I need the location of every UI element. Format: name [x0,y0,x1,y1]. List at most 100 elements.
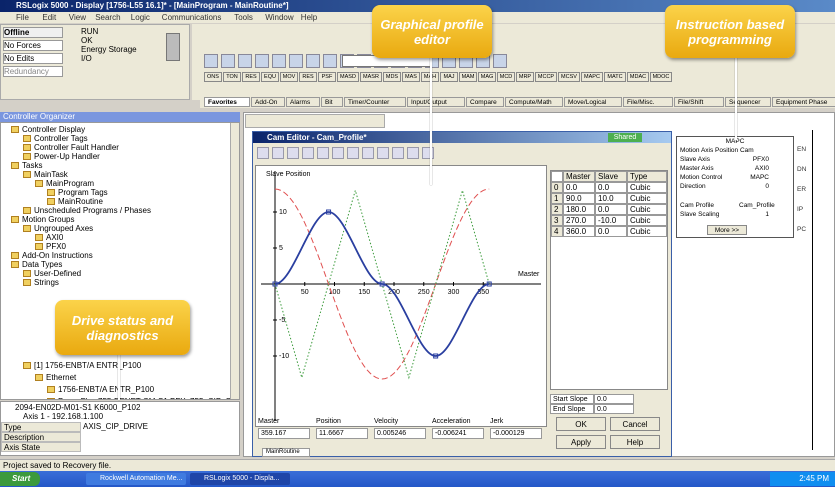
toolbar-icon[interactable] [238,54,252,68]
instruction-button[interactable]: ONS [204,72,222,82]
tree-item[interactable]: Program Tags [58,188,108,197]
table-cell[interactable]: 10.0 [595,193,627,204]
tree-item[interactable]: Strings [34,278,59,287]
table-cell[interactable]: 2 [551,204,563,215]
table-cell[interactable]: 180.0 [563,204,595,215]
instruction-button[interactable]: EQU [261,72,279,82]
menu-item[interactable]: Communications [161,13,222,22]
table-cell[interactable]: 360.0 [563,226,595,237]
slope-value[interactable]: 0.0 [594,404,634,414]
instruction-button[interactable]: MDOC [650,72,672,82]
instruction-tab[interactable]: Favorites [204,97,250,107]
tree-item[interactable]: PFX0 [46,242,67,251]
instruction-tab[interactable]: Timer/Counter [344,97,406,107]
tree-item[interactable]: AXI0 [46,233,64,242]
table-cell[interactable]: 0.0 [563,182,595,193]
table-cell[interactable]: Cubic [627,182,667,193]
instruction-tab[interactable]: Sequencer [725,97,771,107]
cam-tool[interactable] [377,147,389,159]
tree-item[interactable]: Power-Up Handler [34,152,100,161]
tree-item[interactable]: Ethernet [46,373,77,382]
instruction-button[interactable]: MDAC [627,72,649,82]
instruction-button[interactable]: MDS [383,72,401,82]
tree-item[interactable]: MainTask [34,170,68,179]
instruction-button[interactable]: RES [242,72,260,82]
instruction-button[interactable]: MATC [604,72,626,82]
instruction-button[interactable]: MOV [280,72,298,82]
instruction-tab[interactable]: Compute/Math [505,97,563,107]
toolbar-icon[interactable] [255,54,269,68]
tree-item[interactable]: 1756-ENBT/A ENTR_P100 [58,385,155,394]
table-cell[interactable]: 270.0 [563,215,595,226]
menu-item[interactable]: Logic [130,13,150,22]
cam-tool[interactable] [317,147,329,159]
mapc-more[interactable]: More >> [707,225,747,235]
dialog-button[interactable]: Help [610,435,660,449]
table-cell[interactable]: 4 [551,226,563,237]
table-cell[interactable]: Cubic [627,215,667,226]
tree-item[interactable]: Controller Fault Handler [34,143,119,152]
table-cell[interactable]: 3 [551,215,563,226]
table-cell[interactable]: Cubic [627,204,667,215]
task-item[interactable]: RSLogix 5000 - Displa... [190,473,290,485]
instruction-tab[interactable]: Input/Output [407,97,465,107]
cam-tool[interactable] [392,147,404,159]
dialog-button[interactable]: Apply [556,435,606,449]
menu-item[interactable]: Help [300,13,318,22]
table-cell[interactable]: 0.0 [595,204,627,215]
tree-item[interactable]: Data Types [22,260,63,269]
toolbar-icon[interactable] [323,54,337,68]
toolbar-icon[interactable] [306,54,320,68]
instruction-tab[interactable]: Move/Logical [564,97,622,107]
tree-item[interactable]: Tasks [22,161,43,170]
cam-tool[interactable] [257,147,269,159]
table-cell[interactable]: 0.0 [595,182,627,193]
instruction-button[interactable]: MASR [360,72,382,82]
tree-item[interactable]: MainRoutine [58,197,103,206]
instruction-button[interactable]: MAM [459,72,477,82]
table-cell[interactable]: 0.0 [595,226,627,237]
instruction-button[interactable]: MAPC [581,72,603,82]
toolbar-icon[interactable] [272,54,286,68]
menu-item[interactable]: Search [95,13,121,22]
tree-item[interactable]: Controller Display [22,125,86,134]
table-cell[interactable]: 90.0 [563,193,595,204]
tree-item[interactable]: [1] 1756-ENBT/A ENTR_P100 [34,361,142,370]
menu-item[interactable]: Tools [234,13,253,22]
menu-item[interactable]: File [16,13,29,22]
instruction-button[interactable]: TON [223,72,241,82]
instruction-button[interactable]: MCSV [558,72,580,82]
cam-tool[interactable] [407,147,419,159]
toolbar-icon[interactable] [221,54,235,68]
instruction-button[interactable]: PSF [318,72,336,82]
menu-item[interactable]: Edit [42,13,57,22]
cam-tool[interactable] [347,147,359,159]
instruction-tab[interactable]: Bit [321,97,343,107]
dialog-button[interactable]: OK [556,417,606,431]
menu-item[interactable]: View [68,13,86,22]
instruction-tab[interactable]: Compare [466,97,504,107]
cam-tool[interactable] [272,147,284,159]
cam-tool[interactable] [302,147,314,159]
instruction-tab[interactable]: Add-On [251,97,285,107]
instruction-tab[interactable]: Equipment Phase [772,97,835,107]
dialog-button[interactable]: Cancel [610,417,660,431]
task-item[interactable]: Rockwell Automation Me... [86,473,186,485]
instruction-button[interactable]: MCD [497,72,515,82]
tree-item[interactable]: User-Defined [34,269,82,278]
cam-tool[interactable] [332,147,344,159]
tree-item[interactable]: Controller Tags [34,134,88,143]
table-cell[interactable]: -10.0 [595,215,627,226]
instruction-button[interactable]: MCCP [535,72,557,82]
slope-value[interactable]: 0.0 [594,394,634,404]
instruction-tab[interactable]: Alarms [286,97,320,107]
tree-item[interactable]: Unscheduled Programs / Phases [34,206,151,215]
instruction-button[interactable]: MAS [402,72,420,82]
instruction-button[interactable]: MASD [337,72,359,82]
toolbar-icon[interactable] [493,54,507,68]
table-cell[interactable]: 0 [551,182,563,193]
table-cell[interactable]: 1 [551,193,563,204]
toolbar-icon[interactable] [204,54,218,68]
menu-item[interactable]: Window [265,13,294,22]
toolbar-icon[interactable] [289,54,303,68]
